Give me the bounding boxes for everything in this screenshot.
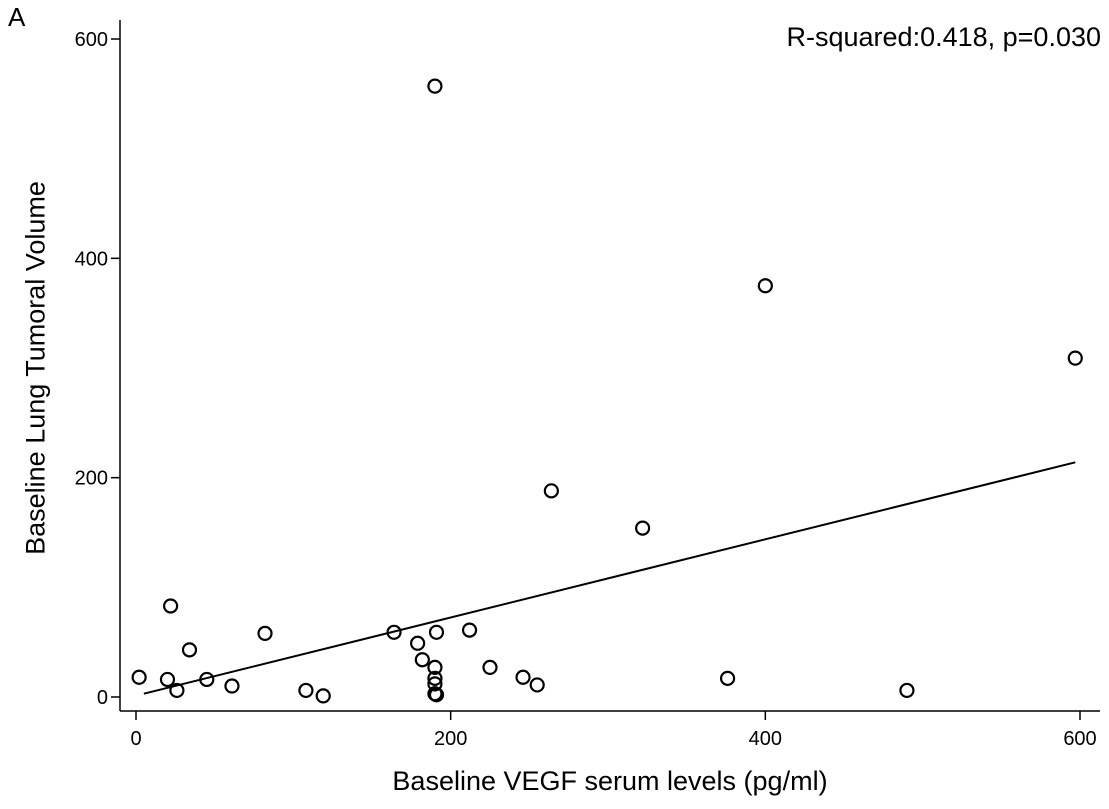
x-tick-label: 0 bbox=[130, 728, 141, 750]
data-point bbox=[427, 670, 443, 686]
data-point bbox=[257, 625, 273, 641]
x-tick-label: 200 bbox=[434, 728, 467, 750]
data-point bbox=[428, 687, 445, 703]
y-tick-label: 0 bbox=[97, 687, 108, 709]
data-point bbox=[169, 682, 185, 699]
data-point bbox=[515, 669, 531, 685]
y-tick-label: 200 bbox=[75, 468, 108, 490]
y-axis-label: Baseline Lung Tumoral Volume bbox=[20, 181, 51, 555]
data-point bbox=[315, 688, 331, 704]
data-point bbox=[181, 642, 198, 658]
data-point bbox=[543, 483, 559, 499]
data-point bbox=[428, 624, 445, 640]
data-point bbox=[1067, 350, 1083, 366]
y-tick-label: 600 bbox=[75, 29, 108, 51]
fit-line bbox=[143, 461, 1076, 695]
data-point bbox=[298, 682, 314, 699]
data-point bbox=[199, 671, 215, 688]
x-tick-label: 600 bbox=[1063, 728, 1096, 750]
data-point bbox=[224, 678, 240, 694]
data-point bbox=[482, 659, 498, 675]
y-tick-label: 400 bbox=[75, 248, 108, 270]
data-point bbox=[529, 677, 545, 693]
data-point bbox=[163, 598, 179, 614]
data-point bbox=[461, 622, 478, 638]
data-point bbox=[410, 635, 426, 651]
x-axis-label: Baseline VEGF serum levels (pg/ml) bbox=[392, 766, 828, 796]
data-point bbox=[427, 676, 443, 692]
data-point bbox=[635, 520, 651, 536]
r-squared-annotation: R-squared:0.418, p=0.030 bbox=[786, 22, 1101, 52]
data-point bbox=[131, 669, 147, 685]
data-point bbox=[427, 659, 443, 675]
x-tick-label: 400 bbox=[749, 728, 782, 750]
data-point bbox=[427, 78, 443, 94]
data-point bbox=[757, 278, 773, 294]
data-point bbox=[386, 624, 402, 640]
data-point bbox=[414, 652, 430, 668]
data-point bbox=[899, 682, 915, 699]
data-point bbox=[719, 670, 736, 686]
data-point bbox=[159, 671, 176, 688]
panel-label: A bbox=[8, 2, 26, 32]
